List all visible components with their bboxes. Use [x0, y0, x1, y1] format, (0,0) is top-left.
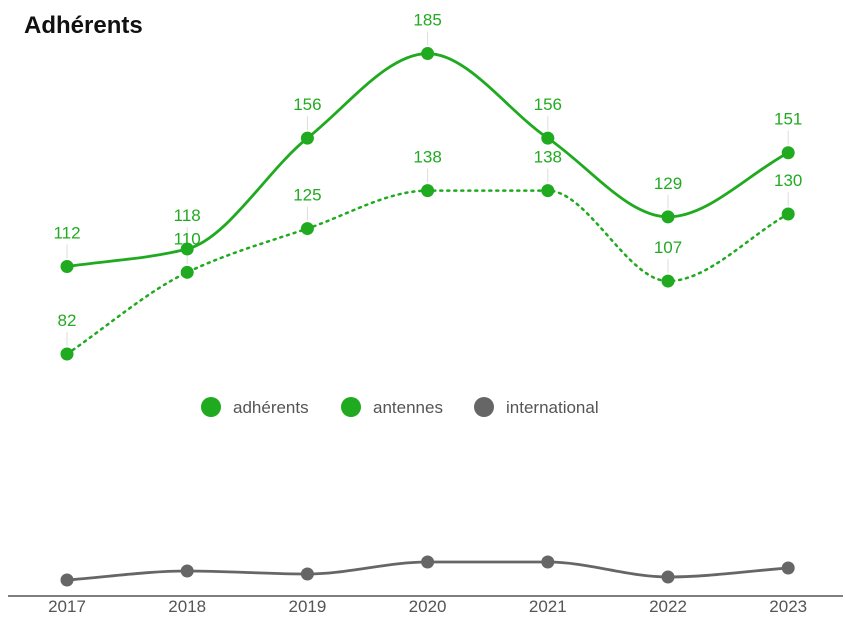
x-tick-label-2020: 2020: [409, 597, 447, 616]
data-point-antennes-2018[interactable]: [180, 265, 194, 279]
x-tick-label-2021: 2021: [529, 597, 567, 616]
data-point-antennes-2021[interactable]: [541, 184, 555, 198]
x-tick-label-2018: 2018: [168, 597, 206, 616]
data-point-international-2021[interactable]: [541, 555, 555, 569]
data-point-adherents-2022[interactable]: [661, 210, 675, 224]
legend-label-adherents[interactable]: adhérents: [233, 398, 309, 417]
data-point-international-2017[interactable]: [60, 573, 74, 587]
legend-swatch-adherents[interactable]: [201, 397, 221, 417]
data-point-antennes-2020[interactable]: [421, 184, 435, 198]
data-label-adherents-2021: 156: [534, 95, 562, 114]
legend-swatch-antennes[interactable]: [341, 397, 361, 417]
legend: adhérents antennes international: [201, 397, 599, 417]
chart-title: Adhérents: [24, 12, 143, 39]
data-label-adherents-2022: 129: [654, 174, 682, 193]
x-tick-label-2019: 2019: [288, 597, 326, 616]
x-tick-label-2023: 2023: [769, 597, 807, 616]
data-point-adherents-2021[interactable]: [541, 131, 555, 145]
x-tick-label-2022: 2022: [649, 597, 687, 616]
legend-swatch-international[interactable]: [474, 397, 494, 417]
data-label-antennes-2023: 130: [774, 171, 802, 190]
data-points: [60, 47, 795, 587]
data-labels: 112 118 156 185 156 129 151 82 110 125 138 138 107 13…: [53, 11, 802, 330]
data-label-adherents-2023: 151: [774, 110, 802, 129]
data-point-adherents-2020[interactable]: [421, 47, 435, 61]
series-lines: [65, 52, 790, 582]
data-point-antennes-2017[interactable]: [60, 347, 74, 361]
data-point-international-2019[interactable]: [300, 567, 314, 581]
legend-label-international[interactable]: international: [506, 398, 599, 417]
data-label-antennes-2019: 125: [293, 186, 321, 205]
data-label-adherents-2019: 156: [293, 95, 321, 114]
data-label-adherents-2020: 185: [413, 11, 441, 30]
data-label-adherents-2018: 118: [174, 206, 201, 225]
data-point-international-2023[interactable]: [781, 561, 795, 575]
data-point-antennes-2023[interactable]: [781, 207, 795, 221]
data-point-antennes-2022[interactable]: [661, 274, 675, 288]
data-label-adherents-2017: 112: [53, 223, 80, 242]
data-label-antennes-2020: 138: [413, 148, 441, 167]
x-tick-label-2017: 2017: [48, 597, 86, 616]
data-point-adherents-2023[interactable]: [781, 146, 795, 160]
data-label-antennes-2021: 138: [534, 148, 562, 167]
data-point-international-2018[interactable]: [180, 564, 194, 578]
data-point-antennes-2019[interactable]: [300, 222, 314, 236]
data-point-adherents-2018[interactable]: [180, 242, 194, 256]
data-point-international-2020[interactable]: [421, 555, 435, 569]
data-point-international-2022[interactable]: [661, 570, 675, 584]
data-point-adherents-2017[interactable]: [60, 259, 74, 273]
data-label-antennes-2022: 107: [654, 238, 682, 257]
legend-label-antennes[interactable]: antennes: [373, 398, 443, 417]
x-axis-ticks: 2017 2018 2019 2020 2021 2022 2023: [48, 597, 807, 616]
data-point-adherents-2019[interactable]: [300, 131, 314, 145]
data-label-antennes-2017: 82: [58, 311, 77, 330]
data-label-antennes-2018: 110: [174, 229, 201, 248]
